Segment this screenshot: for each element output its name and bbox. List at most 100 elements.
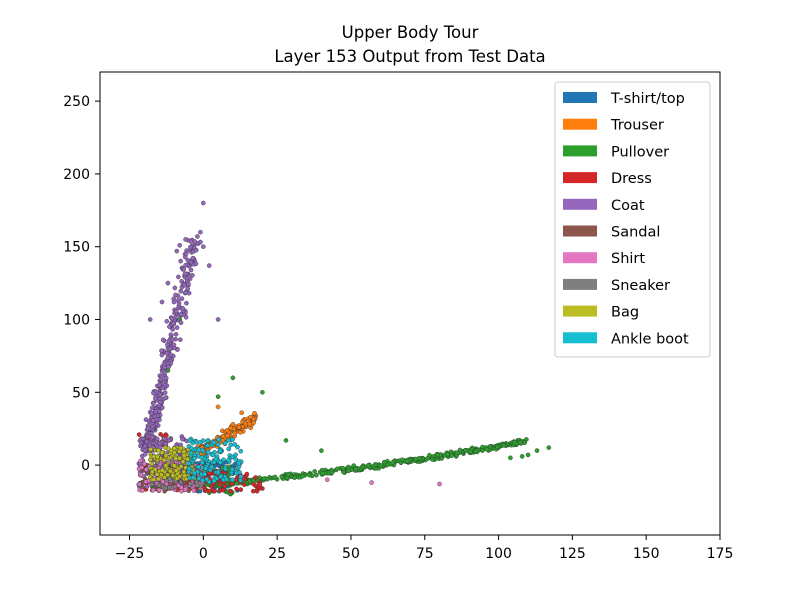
scatter-point xyxy=(171,445,177,451)
scatter-point xyxy=(158,377,164,383)
scatter-point xyxy=(177,242,182,248)
scatter-point xyxy=(229,466,235,472)
scatter-point xyxy=(138,472,144,478)
scatter-point xyxy=(161,436,167,442)
scatter-point xyxy=(143,417,149,422)
scatter-point xyxy=(211,440,217,446)
legend-item: Sneaker xyxy=(563,278,670,294)
scatter-point xyxy=(160,385,165,391)
scatter-point xyxy=(272,474,278,480)
scatter-point xyxy=(167,346,173,352)
scatter-point xyxy=(220,487,226,493)
scatter-point xyxy=(142,448,148,453)
scatter-point xyxy=(163,453,169,459)
scatter-point xyxy=(238,474,244,479)
scatter-point xyxy=(484,446,490,452)
scatter-point xyxy=(182,271,188,277)
scatter-point xyxy=(215,469,221,475)
scatter-point xyxy=(170,473,176,478)
scatter-point xyxy=(147,317,153,322)
scatter-point xyxy=(224,428,230,433)
scatter-point xyxy=(138,440,144,446)
scatter-point xyxy=(196,447,202,453)
scatter-point xyxy=(215,394,221,400)
scatter-point xyxy=(139,465,145,470)
legend-swatch xyxy=(563,225,597,237)
scatter-point xyxy=(217,482,223,487)
legend-item: Dress xyxy=(563,171,652,187)
scatter-point xyxy=(187,481,193,487)
chart-subtitle: Layer 153 Output from Test Data xyxy=(274,47,545,66)
scatter-point xyxy=(158,431,163,437)
scatter-point xyxy=(199,460,205,465)
scatter-point xyxy=(230,477,235,483)
scatter-point xyxy=(251,481,257,487)
scatter-point xyxy=(167,485,172,490)
scatter-point xyxy=(166,338,172,344)
scatter-point xyxy=(188,259,194,265)
scatter-point xyxy=(212,488,217,494)
y-axis: 0 50 100 150 200 250 xyxy=(63,94,100,474)
scatter-point xyxy=(159,467,165,473)
scatter-point xyxy=(146,425,151,431)
legend-item: Coat xyxy=(563,198,645,214)
scatter-point xyxy=(204,476,210,482)
scatter-point xyxy=(162,382,168,388)
scatter-point xyxy=(169,315,175,321)
scatter-point xyxy=(154,454,160,460)
scatter-point xyxy=(171,299,177,305)
y-tick-label: 0 xyxy=(81,458,90,474)
scatter-point xyxy=(172,484,178,490)
scatter-point xyxy=(210,452,216,458)
scatter-point xyxy=(213,456,219,462)
x-tick-label: 175 xyxy=(707,546,734,562)
scatter-point xyxy=(228,442,233,448)
scatter-point xyxy=(160,337,166,343)
scatter-point xyxy=(329,470,335,476)
scatter-point xyxy=(159,472,164,478)
scatter-point xyxy=(381,459,387,465)
scatter-point xyxy=(546,445,552,450)
scatter-point xyxy=(197,439,203,445)
scatter-point xyxy=(157,441,162,446)
scatter-point xyxy=(157,392,163,398)
scatter-point xyxy=(173,308,179,314)
legend-label: Trouser xyxy=(610,118,664,134)
scatter-point xyxy=(156,476,161,482)
legend-label: Bag xyxy=(611,305,639,321)
legend-swatch xyxy=(563,332,597,344)
scatter-point xyxy=(215,442,221,448)
scatter-point xyxy=(178,445,184,451)
x-tick-label: 25 xyxy=(268,546,286,562)
scatter-point xyxy=(153,409,158,414)
legend-item: T-shirt/top xyxy=(563,91,685,107)
scatter-point xyxy=(221,457,226,463)
scatter-point xyxy=(205,443,210,448)
scatter-point xyxy=(157,382,162,388)
scatter-point xyxy=(177,455,183,461)
scatter-point xyxy=(156,447,161,453)
legend: T-shirt/top Trouser Pullover Dress Coat Sanda… xyxy=(554,81,711,358)
scatter-point xyxy=(164,351,170,356)
scatter-point xyxy=(473,448,478,454)
scatter-point xyxy=(191,470,197,476)
scatter-point xyxy=(185,286,190,292)
scatter-point xyxy=(501,442,507,448)
scatter-point xyxy=(174,325,180,330)
scatter-point xyxy=(167,468,173,474)
scatter-point xyxy=(378,463,384,468)
scatter-point xyxy=(229,481,235,487)
scatter-point xyxy=(166,364,171,370)
legend-item: Ankle boot xyxy=(563,331,689,347)
scatter-point xyxy=(176,274,181,280)
legend-item: Sandal xyxy=(563,225,660,241)
scatter-point xyxy=(236,460,242,466)
scatter-point xyxy=(185,281,191,287)
scatter-point xyxy=(176,301,182,306)
scatter-point xyxy=(405,458,410,464)
x-tick-label: 0 xyxy=(199,546,208,562)
scatter-point xyxy=(217,460,223,465)
scatter-point xyxy=(430,457,435,462)
scatter-point xyxy=(190,475,196,481)
scatter-point xyxy=(189,445,194,451)
